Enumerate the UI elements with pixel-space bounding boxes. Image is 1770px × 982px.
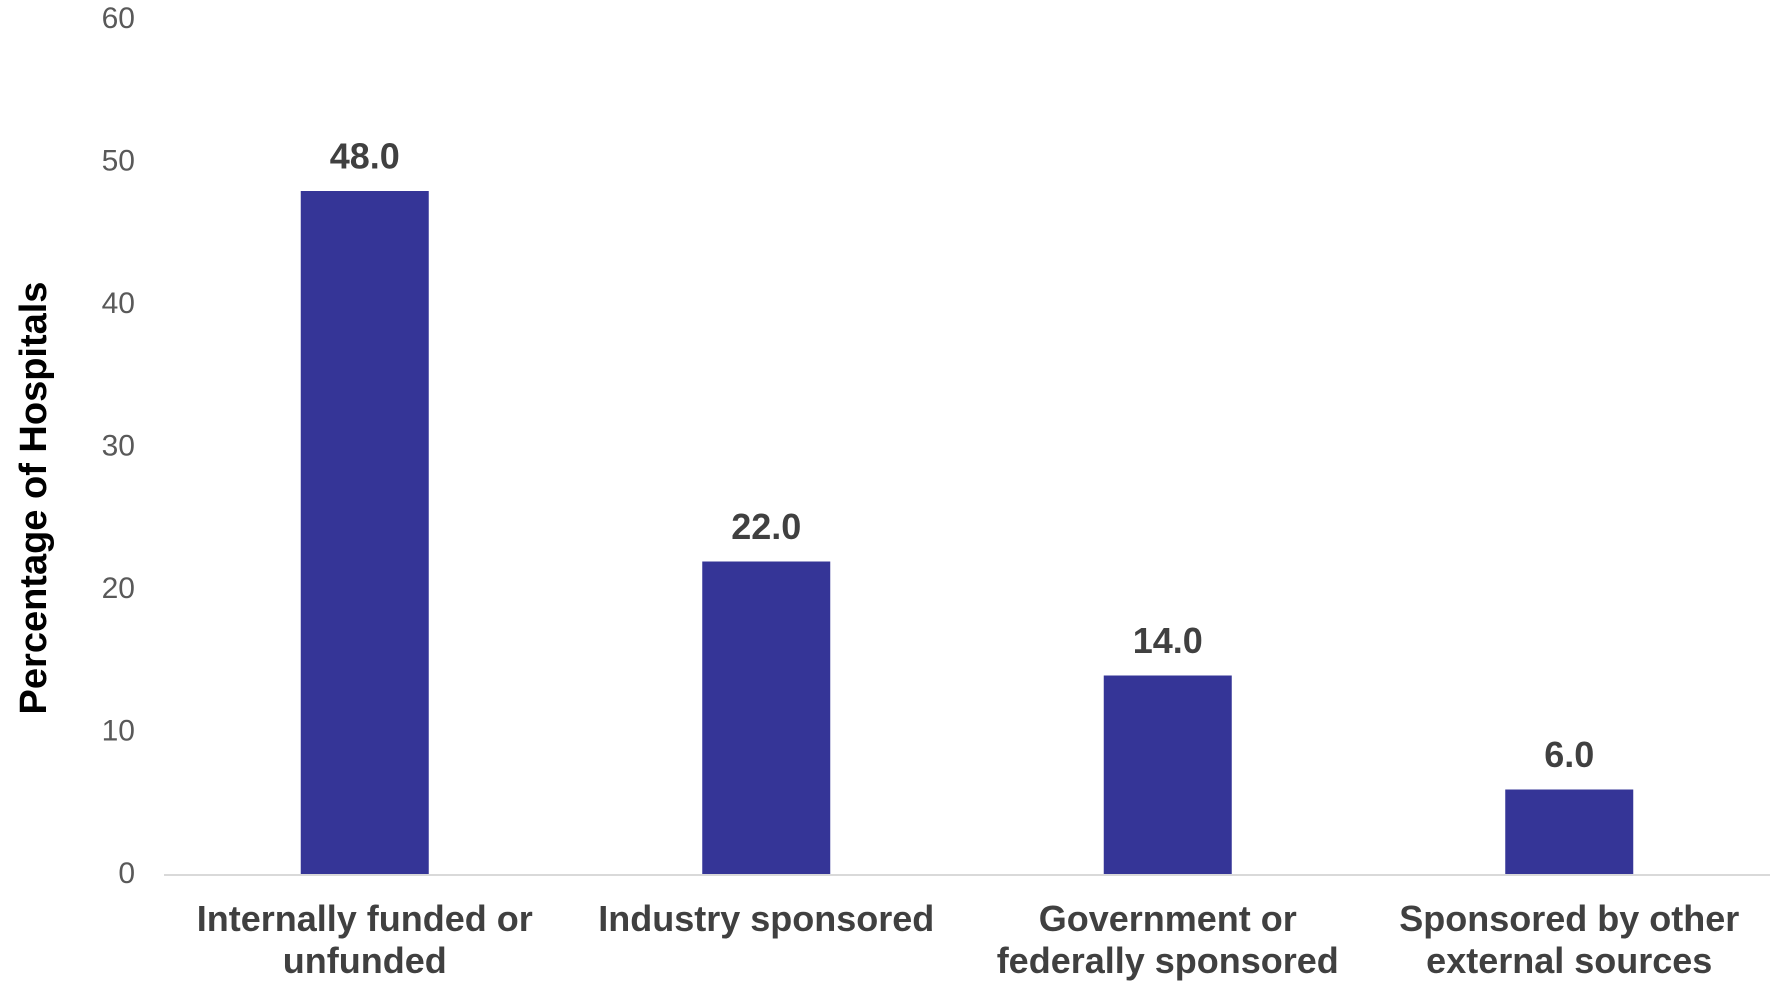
x-tick-label: Industry sponsored (598, 898, 935, 939)
x-tick-label: Sponsored by other external sources (1399, 898, 1740, 981)
y-tick-label: 60 (102, 2, 135, 35)
bar (702, 561, 831, 875)
x-tick-label: Government or federally sponsored (996, 898, 1339, 981)
value-label: 48.0 (330, 136, 400, 177)
bar (300, 191, 429, 875)
y-tick-label: 10 (102, 714, 135, 747)
y-tick-label: 40 (102, 287, 135, 320)
x-tick-label: Internally funded or unfunded (196, 898, 533, 981)
bar (1505, 789, 1634, 875)
value-label: 22.0 (731, 506, 801, 547)
y-tick-label: 50 (102, 144, 135, 177)
y-axis-title: Percentage of Hospitals (13, 282, 55, 715)
y-tick-label: 0 (118, 857, 135, 890)
bar (1103, 675, 1232, 875)
value-label: 14.0 (1133, 620, 1203, 661)
y-tick-label: 20 (102, 572, 135, 605)
y-tick-label: 30 (102, 429, 135, 462)
value-label: 6.0 (1544, 734, 1594, 775)
